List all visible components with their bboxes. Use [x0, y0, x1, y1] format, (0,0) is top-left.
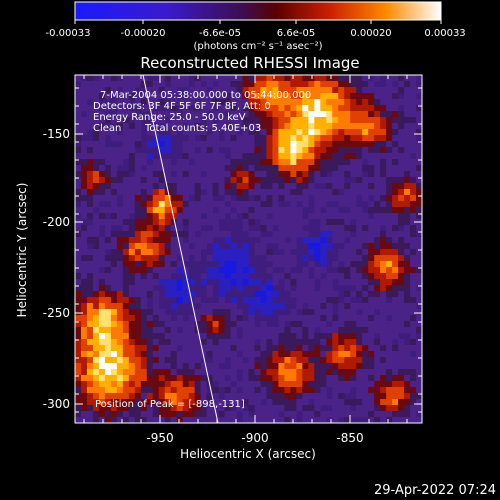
- info-energy: Energy Range: 25.0 - 50.0 keV: [93, 112, 246, 123]
- x-tick-label: -950: [146, 431, 173, 445]
- y-tick-label: -200: [43, 215, 70, 229]
- plot-title: Reconstructed RHESSI Image: [140, 54, 359, 72]
- colorbar-tick-label: 0.00033: [424, 28, 465, 39]
- y-axis-title: Heliocentric Y (arcsec): [15, 183, 29, 318]
- colorbar-tick-label: -0.00020: [121, 28, 166, 39]
- solar-limb-line: [142, 75, 219, 423]
- colorbar-ticks: [74, 20, 442, 24]
- peak-position-label: Position of Peak = [-898,-131]: [95, 399, 245, 410]
- x-tick-label: -850: [336, 431, 363, 445]
- x-tick-label: -900: [241, 431, 268, 445]
- x-axis-title: Heliocentric X (arcsec): [180, 447, 316, 461]
- y-tick-label: -150: [43, 127, 70, 141]
- footer-timestamp: 29-Apr-2022 07:24: [374, 483, 496, 498]
- y-tick-label: -250: [43, 306, 70, 320]
- info-time: 7-Mar-2004 05:38:00.000 to 05:44:00.000: [100, 90, 311, 101]
- info-method: Clean: [93, 123, 121, 134]
- colorbar-tick-label: -6.6e-05: [199, 28, 241, 39]
- y-tick-label: -300: [43, 397, 70, 411]
- heatmap-image: [75, 75, 422, 423]
- info-detectors: Detectors: 3F 4F 5F 6F 7F 8F, Att: 0: [93, 101, 271, 112]
- plot-frame: [74, 74, 423, 424]
- colorbar-unit-label: (photons cm⁻² s⁻¹ asec⁻²): [193, 41, 322, 52]
- info-counts: Total counts: 5.40E+03: [144, 123, 261, 134]
- info-annotation: 7-Mar-2004 05:38:00.000 to 05:44:00.000 …: [93, 90, 311, 134]
- colorbar: -0.00033 -0.00020 -6.6e-05 6.6e-05 0.000…: [46, 1, 466, 52]
- axis-ticks: [75, 75, 422, 423]
- colorbar-tick-label: 6.6e-05: [277, 28, 315, 39]
- colorbar-tick-label: 0.00020: [350, 28, 391, 39]
- colorbar-tick-label: -0.00033: [46, 28, 91, 39]
- colorbar-gradient: [74, 1, 442, 21]
